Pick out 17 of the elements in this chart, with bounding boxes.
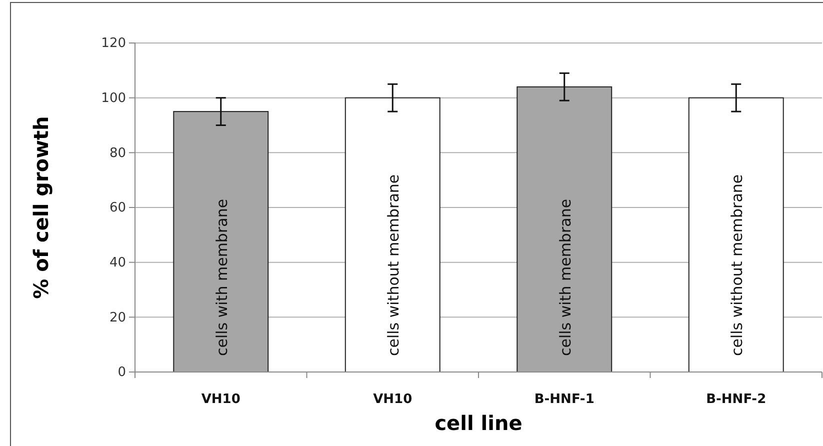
y-tick-label: 120	[101, 36, 126, 52]
annotation: cells without membrane	[384, 174, 403, 356]
y-tick-label: 0	[118, 365, 126, 380]
x-tick-label: B-HNF-1	[534, 392, 594, 408]
y-axis-title: % of cell growth	[29, 116, 53, 299]
annotation: cells without membrane	[728, 174, 746, 356]
y-tick-label: 100	[101, 90, 126, 106]
x-tick-label: VH10	[373, 392, 412, 408]
x-axis-title: cell line	[434, 411, 522, 435]
x-tick-label: B-HNF-2	[706, 392, 766, 408]
x-tick-label: VH10	[201, 392, 240, 408]
y-tick-label: 60	[109, 200, 126, 216]
annotation: cells with membrane	[556, 198, 574, 356]
y-tick-label: 80	[109, 146, 126, 161]
y-tick-label: 20	[109, 310, 126, 326]
y-tick-label: 40	[109, 255, 126, 270]
annotation: cells with membrane	[212, 198, 231, 356]
